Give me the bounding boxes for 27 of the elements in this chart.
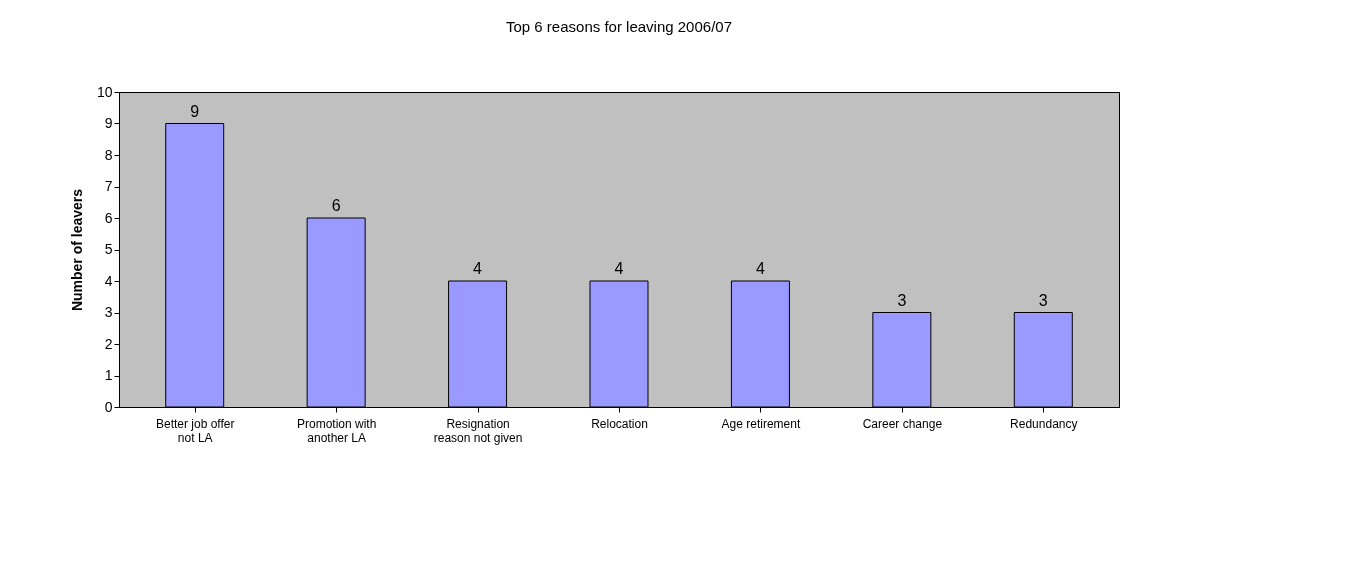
data-label: 4 xyxy=(473,260,483,277)
data-label: 4 xyxy=(614,260,624,277)
x-tick-label: Resignation reason not given xyxy=(433,416,523,445)
x-tick-label: Age retirement xyxy=(721,416,801,431)
y-tick-label: 3 xyxy=(104,304,113,320)
x-tick-label: Better job offer not LA xyxy=(155,416,235,445)
x-tick-label: Redundancy xyxy=(1010,416,1078,431)
data-label: 3 xyxy=(897,291,907,309)
x-tick-label: Promotion with another LA xyxy=(296,416,377,445)
y-tick-label: 2 xyxy=(104,335,113,352)
y-tick-label: 1 xyxy=(104,367,113,383)
y-tick-label: 6 xyxy=(104,209,113,226)
y-tick-label: 8 xyxy=(104,146,113,163)
y-tick-label: 0 xyxy=(104,398,113,415)
chart-title: Top 6 reasons for leaving 2006/07 xyxy=(506,18,732,35)
data-label: 9 xyxy=(190,102,200,120)
y-axis-title: Number of leavers xyxy=(68,188,85,312)
y-tick-label: 9 xyxy=(104,115,113,131)
data-label: 3 xyxy=(1038,291,1048,309)
y-tick-label: 5 xyxy=(104,241,113,257)
x-tick-label: Relocation xyxy=(591,416,648,431)
data-label: 4 xyxy=(755,260,765,277)
y-tick-label: 4 xyxy=(104,272,113,289)
y-tick-label: 7 xyxy=(104,178,113,194)
x-tick-label: Career change xyxy=(862,416,943,431)
y-tick-label: 10 xyxy=(96,83,113,100)
data-label: 6 xyxy=(331,197,341,214)
